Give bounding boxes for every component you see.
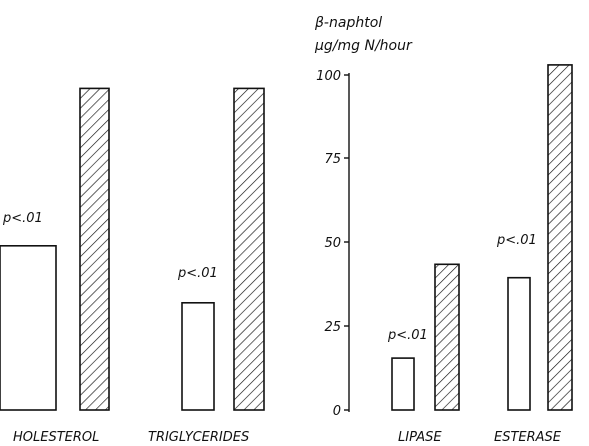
y-tick-label-50: 50 [324,236,341,251]
bar-holesterol-open [0,245,57,411]
bar-triglycerides-hatched [233,87,265,411]
category-label-esterase: ESTERASE [494,430,562,445]
category-label-triglycerides: TRIGLYCERIDES [148,430,249,445]
bar-triglycerides-open [181,301,215,411]
annotation-lipase: p<.01 [387,328,428,343]
y-tick-label-100: 100 [316,69,341,84]
y-tick-label-25: 25 [324,320,341,335]
annotation-holesterol: p<.01 [2,211,43,226]
y-axis-title-line1: β-naphtol [314,15,382,31]
bar-lipase-hatched [434,263,460,411]
bar-esterase-open [507,276,531,411]
bar-esterase-hatched [547,64,573,411]
y-axis-title-line2: µg/mg N/hour [314,38,413,54]
bar-holesterol-hatched [79,87,110,411]
annotation-esterase: p<.01 [496,233,537,248]
annotation-triglycerides: p<.01 [177,266,218,281]
bar-lipase-open [391,357,415,411]
y-tick-label-0: 0 [333,404,341,419]
category-label-lipase: LIPASE [398,430,442,445]
y-tick-label-75: 75 [324,152,341,167]
category-label-holesterol: HOLESTEROL [13,430,99,445]
